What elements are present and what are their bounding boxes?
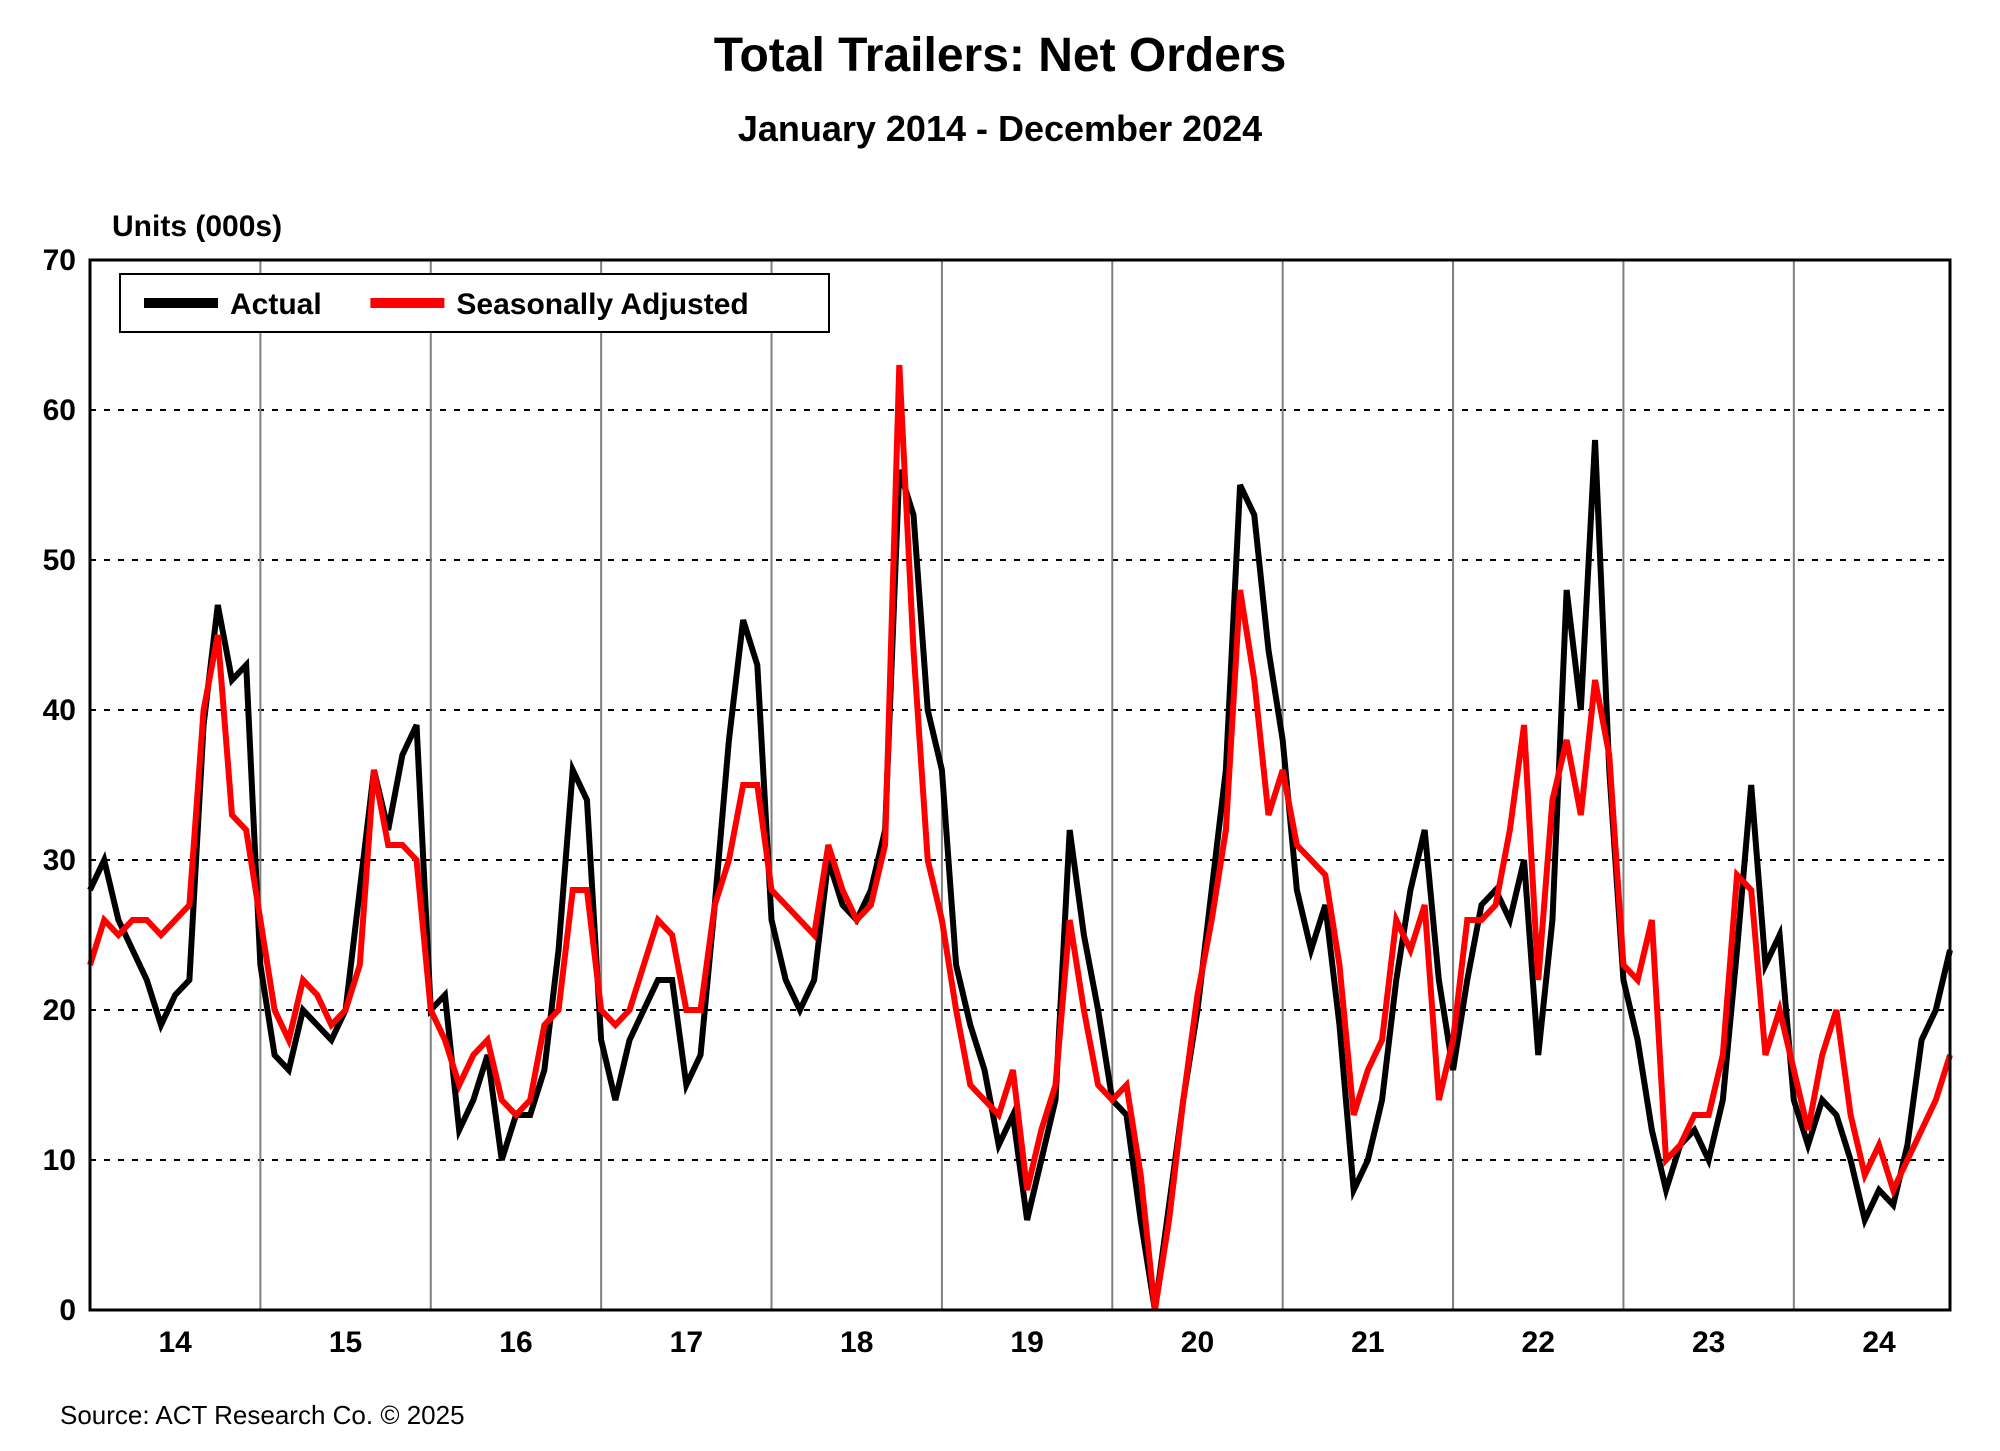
svg-text:17: 17 (670, 1326, 703, 1359)
svg-text:30: 30 (43, 844, 76, 877)
svg-text:Seasonally Adjusted: Seasonally Adjusted (456, 288, 748, 321)
svg-text:50: 50 (43, 544, 76, 577)
svg-text:20: 20 (1181, 1326, 1214, 1359)
svg-text:18: 18 (840, 1326, 873, 1359)
chart-area: 0 10 20 30 40 50 60 70 14 15 16 17 18 19 20 21 22 23 24 Act… (0, 0, 2000, 1451)
svg-text:16: 16 (499, 1326, 532, 1359)
svg-text:14: 14 (159, 1326, 193, 1359)
svg-text:10: 10 (43, 1144, 76, 1177)
chart-svg: 0 10 20 30 40 50 60 70 14 15 16 17 18 19 20 21 22 23 24 Act… (0, 0, 2000, 1451)
svg-text:15: 15 (329, 1326, 362, 1359)
chart-page: Total Trailers: Net Orders January 2014 … (0, 0, 2000, 1451)
svg-text:60: 60 (43, 394, 76, 427)
svg-text:21: 21 (1351, 1326, 1384, 1359)
svg-text:24: 24 (1862, 1326, 1896, 1359)
svg-text:22: 22 (1522, 1326, 1555, 1359)
svg-text:0: 0 (59, 1294, 76, 1327)
svg-text:40: 40 (43, 694, 76, 727)
svg-text:23: 23 (1692, 1326, 1725, 1359)
source-label: Source: ACT Research Co. © 2025 (60, 1400, 465, 1431)
svg-text:19: 19 (1010, 1326, 1043, 1359)
svg-text:20: 20 (43, 994, 76, 1027)
svg-text:Actual: Actual (230, 288, 322, 321)
svg-text:70: 70 (43, 244, 76, 277)
